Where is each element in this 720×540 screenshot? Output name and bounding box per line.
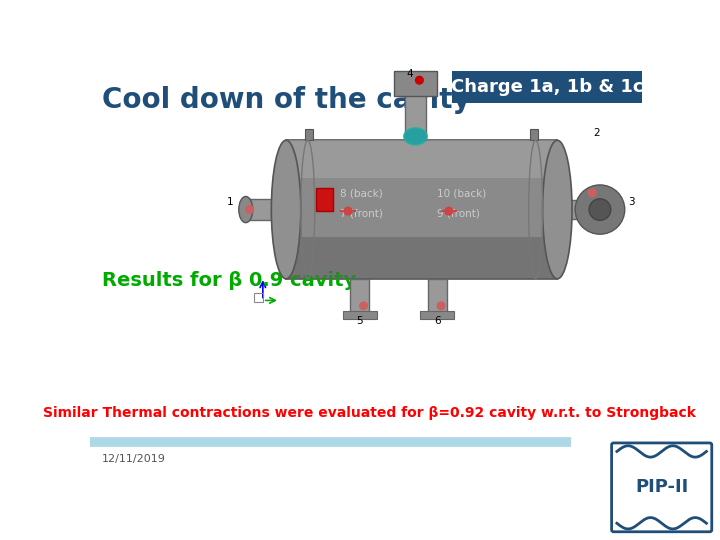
Bar	[428, 279, 446, 318]
Bar	[246, 199, 286, 220]
Text: 7 (front): 7 (front)	[341, 208, 383, 218]
Bar	[315, 188, 333, 211]
Bar	[405, 94, 426, 140]
Text: 1: 1	[228, 197, 234, 207]
Text: PIP-II: PIP-II	[635, 478, 688, 496]
Bar	[530, 129, 538, 140]
Text: 9 (front): 9 (front)	[437, 208, 480, 218]
Text: Similar Thermal contractions were evaluated for β=0.92 cavity w.r.t. to Strongba: Similar Thermal contractions were evalua…	[42, 406, 696, 420]
Text: Cool down of the cavity: Cool down of the cavity	[102, 86, 470, 114]
Circle shape	[588, 189, 596, 197]
Bar	[394, 71, 437, 96]
Circle shape	[437, 302, 445, 309]
Ellipse shape	[543, 140, 572, 279]
Circle shape	[360, 302, 367, 309]
Bar	[305, 129, 313, 140]
Bar	[286, 140, 557, 279]
Bar	[420, 311, 454, 319]
Circle shape	[589, 199, 611, 220]
Bar	[452, 71, 642, 103]
Text: Charge 1a, 1b & 1c: Charge 1a, 1b & 1c	[451, 78, 643, 96]
Text: 8 (back): 8 (back)	[341, 188, 383, 198]
Text: 2: 2	[594, 129, 600, 138]
Text: 4: 4	[406, 69, 413, 79]
Circle shape	[246, 206, 253, 213]
Circle shape	[445, 207, 453, 215]
Ellipse shape	[271, 140, 301, 279]
Bar	[286, 237, 557, 279]
Bar	[557, 200, 585, 219]
Circle shape	[415, 76, 423, 84]
Text: 10 (back): 10 (back)	[437, 188, 487, 198]
Ellipse shape	[239, 197, 253, 222]
Text: Results for β 0.9 cavity: Results for β 0.9 cavity	[102, 271, 356, 290]
Bar	[351, 279, 369, 318]
Circle shape	[344, 207, 352, 215]
FancyBboxPatch shape	[611, 443, 712, 532]
Bar	[286, 140, 557, 178]
Text: 12/11/2019: 12/11/2019	[102, 454, 166, 464]
Text: 6: 6	[434, 315, 441, 326]
Ellipse shape	[404, 128, 427, 145]
Text: 3: 3	[628, 197, 634, 207]
Circle shape	[575, 185, 625, 234]
Bar	[343, 311, 377, 319]
Text: 5: 5	[356, 315, 363, 326]
Bar	[253, 293, 263, 302]
